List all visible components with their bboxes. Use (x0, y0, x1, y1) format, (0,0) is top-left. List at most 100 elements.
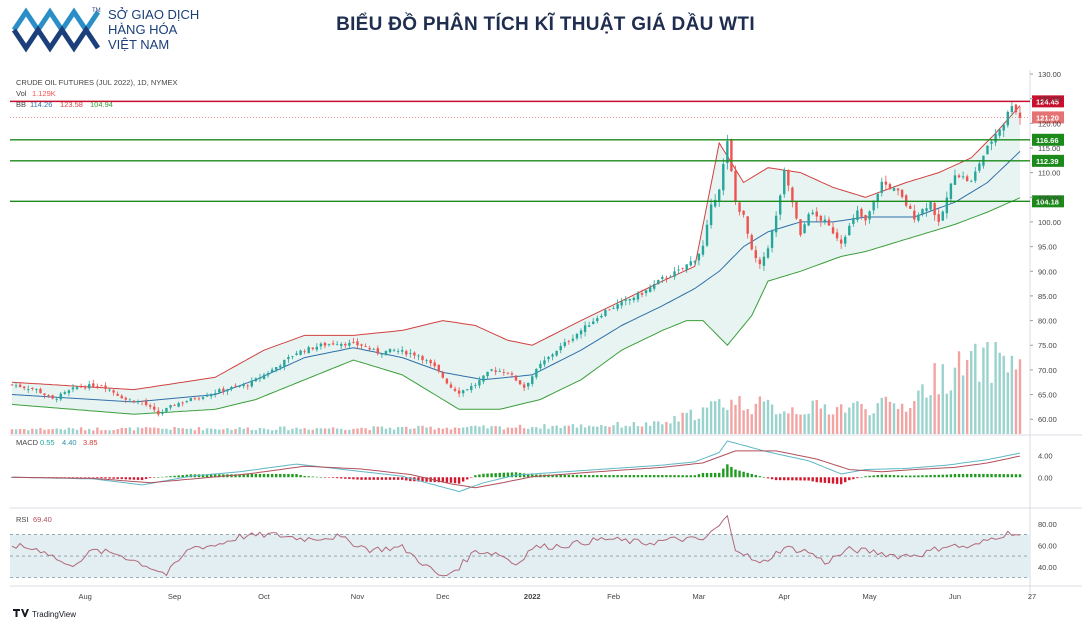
candle-body (941, 211, 944, 221)
volume-bar (360, 427, 363, 434)
candle-body (413, 352, 416, 356)
candle-body (644, 290, 648, 294)
macd-histogram-bar (852, 477, 855, 480)
volume-bar (181, 428, 184, 434)
macd-histogram-bar (685, 475, 688, 478)
candle-body (746, 216, 749, 234)
volume-bar (896, 408, 900, 434)
volume-bar (880, 397, 884, 434)
volume-bar (933, 363, 936, 434)
macd-histogram-bar (726, 464, 729, 478)
volume-bar (413, 428, 416, 434)
macd-histogram-bar (380, 477, 384, 480)
volume-bar (823, 404, 827, 434)
macd-histogram-bar (234, 474, 237, 478)
volume-bar (921, 384, 924, 434)
macd-histogram-bar (96, 477, 99, 478)
volume-bar (470, 425, 473, 434)
volume-bar (957, 351, 961, 434)
volume-bar (701, 407, 705, 434)
volume-bar (831, 414, 835, 434)
volume-bar (636, 426, 640, 434)
volume-bar (1002, 355, 1005, 434)
candle-body (994, 133, 997, 143)
macd-histogram-bar (982, 473, 985, 478)
candle-body (311, 347, 314, 350)
candle-body (872, 200, 875, 211)
volume-bar (575, 427, 579, 434)
tradingview-brand: TradingView (32, 610, 76, 619)
candle-body (949, 183, 953, 199)
candle-body (730, 140, 733, 172)
volume-bar (742, 410, 745, 434)
candle-body (279, 365, 282, 368)
volume-bar (844, 412, 847, 434)
volume-bar (1006, 372, 1010, 434)
volume-bar (376, 426, 380, 434)
volume-bar (904, 411, 908, 434)
volume-bar (205, 428, 209, 434)
volume-bar (356, 428, 359, 434)
candle-body (319, 343, 323, 347)
volume-bar (10, 429, 14, 434)
candle-body (921, 209, 924, 215)
macd-histogram-bar (100, 477, 103, 479)
macd-line (12, 440, 1021, 493)
volume-bar (506, 427, 510, 434)
macd-histogram-bar (266, 473, 270, 478)
price-tick-label: 95.00 (1038, 243, 1057, 252)
volume-bar (965, 359, 969, 434)
candle-body (417, 355, 420, 357)
macd-histogram-bar (181, 475, 184, 478)
volume-bar (189, 428, 193, 434)
candle-body (344, 344, 347, 346)
macd-histogram-bar (974, 473, 977, 478)
macd-histogram-bar (661, 475, 664, 478)
volume-bar (998, 352, 1001, 434)
volume-bar (124, 427, 128, 434)
volume-bar (161, 428, 164, 434)
volume-bar (783, 411, 786, 434)
macd-histogram-bar (970, 473, 973, 478)
candle-body (900, 189, 904, 198)
candle-body (230, 386, 233, 389)
volume-bar (1010, 355, 1014, 434)
time-tick-label: 27 (1028, 592, 1036, 601)
candle-body (364, 346, 367, 347)
volume-bar (604, 425, 607, 434)
volume-bar (852, 402, 855, 434)
price-tick-label: 120.00 (1038, 119, 1061, 128)
candle-body (291, 356, 294, 358)
volume-bar (799, 414, 802, 434)
macd-histogram-bar (88, 477, 91, 478)
candle-body (262, 374, 266, 380)
macd-histogram-bar (185, 474, 188, 478)
macd-histogram-bar (449, 477, 453, 483)
macd-histogram-bar (823, 477, 827, 483)
macd-histogram-bar (1006, 474, 1010, 478)
volume-bar (848, 407, 851, 434)
macd-histogram-bar (722, 468, 725, 478)
volume-bar (340, 428, 343, 434)
candle-body (974, 171, 977, 181)
volume-bar (900, 403, 904, 434)
grid (10, 70, 1082, 600)
volume-bar (226, 428, 229, 434)
macd-histogram-bar (579, 474, 583, 478)
level-label: 112.39 (1036, 157, 1059, 166)
chart-frame: 124.45 121.20 116.66 112.39 104.18 130.00 125… (10, 70, 1082, 626)
candle-body (340, 344, 343, 346)
time-tick-label: Sep (168, 592, 181, 601)
candle-body (791, 187, 794, 203)
macd-histogram-bar (770, 477, 774, 480)
candle-body (856, 210, 859, 220)
time-tick-label: Apr (778, 592, 790, 601)
macd-histogram-bar (153, 477, 156, 478)
time-axis: Aug Sep Oct Nov Dec 2022 Feb Mar Apr May Jun 27 (78, 592, 1036, 601)
candle-body (222, 388, 225, 391)
volume-bar (750, 414, 753, 434)
bb-fill (12, 105, 1020, 415)
macd-histogram-bar (778, 477, 782, 481)
macd-histogram-bar (657, 475, 660, 478)
candle-body (685, 264, 688, 270)
